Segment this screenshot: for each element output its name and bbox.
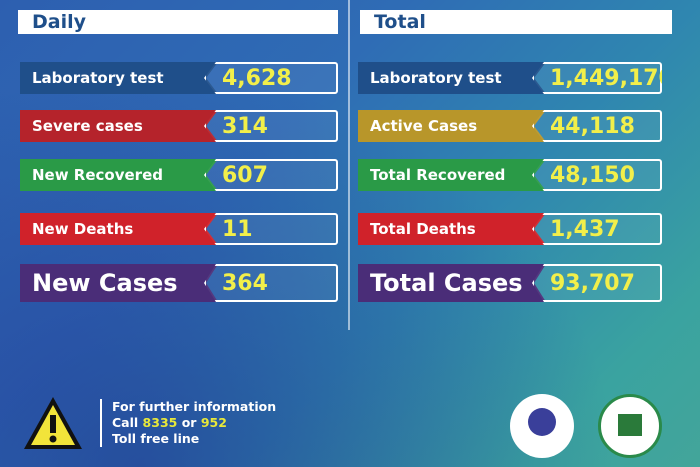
total-header: Total (360, 10, 672, 34)
total-stat-row: Active Cases 44,118 (358, 110, 662, 142)
stat-value: 1,449,170 (532, 62, 662, 94)
stat-value: 314 (204, 110, 338, 142)
stat-label: Laboratory test (358, 62, 546, 94)
stat-value: 1,437 (532, 213, 662, 245)
daily-stat-row: New Cases 364 (20, 264, 338, 302)
ministry-logo (510, 394, 574, 458)
stat-value: 11 (204, 213, 338, 245)
stat-value: 364 (204, 264, 338, 302)
total-stat-row: Total Recovered 48,150 (358, 159, 662, 191)
stat-value: 4,628 (204, 62, 338, 94)
total-stat-row: Total Cases 93,707 (358, 264, 662, 302)
total-stat-row: Laboratory test 1,449,170 (358, 62, 662, 94)
daily-stat-row: New Recovered 607 (20, 159, 338, 191)
stat-value: 607 (204, 159, 338, 191)
info-line: For further information (112, 399, 277, 414)
toll-free-label: Toll free line (112, 431, 200, 446)
daily-stat-row: Laboratory test 4,628 (20, 62, 338, 94)
stat-label: Total Recovered (358, 159, 546, 191)
stat-value: 93,707 (532, 264, 662, 302)
stat-label: Total Cases (358, 264, 546, 302)
stat-value: 44,118 (532, 110, 662, 142)
stat-label: Laboratory test (20, 62, 218, 94)
stat-label: New Recovered (20, 159, 218, 191)
call-label: Call (112, 415, 139, 430)
stat-label: New Deaths (20, 213, 218, 245)
daily-stat-row: Severe cases 314 (20, 110, 338, 142)
divider (348, 0, 350, 330)
daily-stat-row: New Deaths 11 (20, 213, 338, 245)
stat-label: New Cases (20, 264, 218, 302)
health-authority-logo (598, 394, 662, 458)
total-stat-row: Total Deaths 1,437 (358, 213, 662, 245)
phone-number: 8335 (142, 415, 178, 430)
stat-label: Total Deaths (358, 213, 546, 245)
stat-label: Active Cases (358, 110, 546, 142)
phone-number-2: 952 (200, 415, 227, 430)
warning-icon (24, 397, 82, 449)
contact-info: For further information Call 8335 or 952… (22, 395, 276, 451)
or-label: or (181, 415, 197, 430)
stat-value: 48,150 (532, 159, 662, 191)
stat-label: Severe cases (20, 110, 218, 142)
daily-header: Daily (18, 10, 338, 34)
